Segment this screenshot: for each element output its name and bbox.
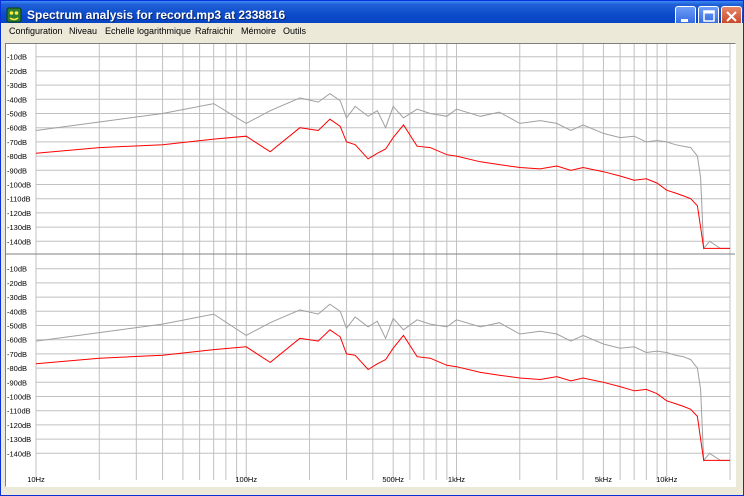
y-tick-label: -120dB: [7, 421, 31, 430]
close-icon: [726, 11, 737, 22]
x-tick-label: 10kHz: [656, 475, 678, 484]
spectrum-chart: -10dB -20dB -30dB -40dB -50dB -60dB -70dB -80dB…: [5, 43, 736, 487]
y-tick-label: -40dB: [7, 307, 27, 316]
y-tick-label: -130dB: [7, 435, 31, 444]
y-tick-label: -70dB: [7, 138, 27, 147]
menu-echelle-logarithmique[interactable]: Echelle logarithmique: [105, 26, 192, 36]
y-tick-label: -10dB: [7, 265, 27, 274]
spectrum-plot: -10dB -20dB -30dB -40dB -50dB -60dB -70dB -80dB…: [6, 44, 735, 484]
close-button[interactable]: [721, 6, 742, 27]
y-tick-label: -30dB: [7, 81, 27, 90]
peak-series-line-panel-1: [35, 92, 730, 250]
y-tick-label: -30dB: [7, 293, 27, 302]
current-series-line-panel-1: [35, 118, 730, 249]
grid-lines: [35, 44, 731, 480]
y-tick-label: -100dB: [7, 393, 31, 402]
menu-rafraichir[interactable]: Rafraichir: [195, 26, 234, 36]
menu-niveau[interactable]: Niveau: [69, 26, 98, 36]
minimize-icon: [681, 19, 688, 22]
menu-memoire[interactable]: Mémoire: [241, 26, 277, 36]
menu-configuration[interactable]: Configuration: [9, 26, 63, 36]
x-tick-label: 1kHz: [448, 475, 465, 484]
menu-bar: Configuration Niveau Echelle logarithmiq…: [1, 23, 743, 41]
y-tick-label: -120dB: [7, 209, 31, 218]
y-tick-label: -20dB: [7, 67, 27, 76]
y-tick-label: -90dB: [7, 378, 27, 387]
y-tick-label: -20dB: [7, 279, 27, 288]
app-icon: [6, 7, 22, 23]
window-title: Spectrum analysis for record.mp3 at 2338…: [27, 8, 286, 22]
current-series-line-panel-2: [35, 329, 730, 461]
y-tick-label: -60dB: [7, 124, 27, 133]
y-tick-label: -80dB: [7, 152, 27, 161]
menu-outils[interactable]: Outils: [283, 26, 307, 36]
y-tick-label: -140dB: [7, 449, 31, 458]
y-tick-label: -110dB: [7, 195, 31, 204]
y-tick-label: -60dB: [7, 336, 27, 345]
x-tick-label: 10Hz: [27, 475, 45, 484]
y-tick-label: -110dB: [7, 407, 31, 416]
y-tick-label: -130dB: [7, 223, 31, 232]
y-tick-label: -50dB: [7, 322, 27, 331]
y-tick-label: -140dB: [7, 237, 31, 246]
y-tick-label: -100dB: [7, 181, 31, 190]
y-tick-label: -50dB: [7, 110, 27, 119]
y-tick-label: -40dB: [7, 95, 27, 104]
y-tick-label: -80dB: [7, 364, 27, 373]
y-tick-label: -70dB: [7, 350, 27, 359]
x-tick-label: 500Hz: [382, 475, 404, 484]
maximize-icon: [703, 10, 715, 22]
peak-series-line-panel-2: [35, 303, 730, 462]
y-tick-label: -90dB: [7, 166, 27, 175]
y-tick-label: -10dB: [7, 53, 27, 62]
x-tick-label: 5kHz: [595, 475, 612, 484]
x-tick-label: 100Hz: [235, 475, 257, 484]
